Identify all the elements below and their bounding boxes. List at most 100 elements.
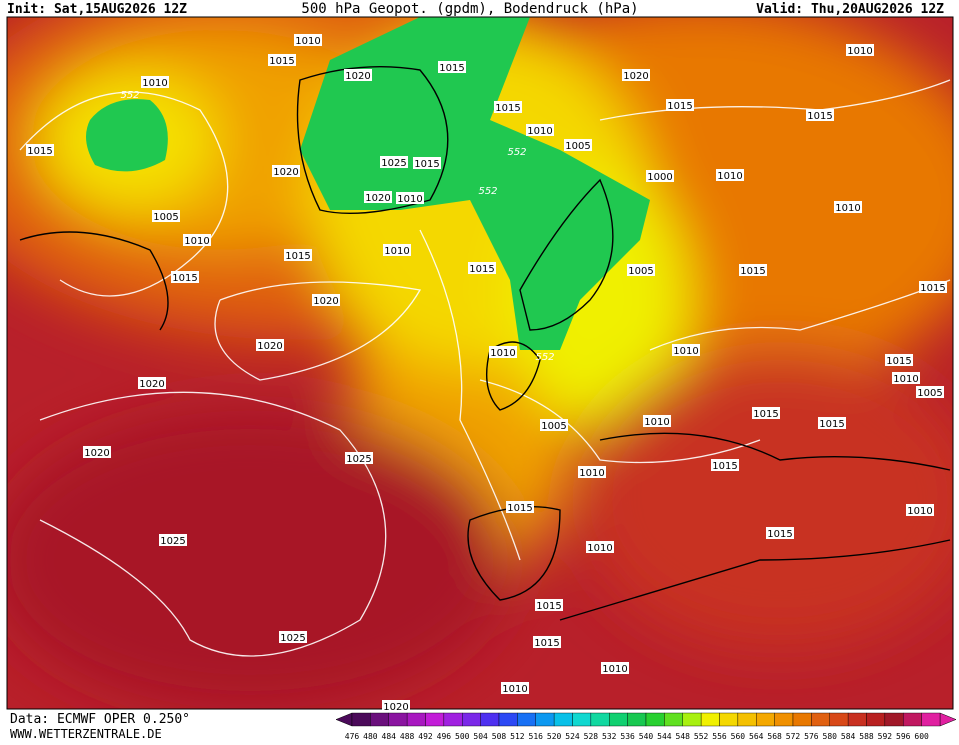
scale-swatch [664, 712, 683, 727]
isobar-label: 1015 [740, 266, 765, 277]
label-box [627, 264, 655, 276]
scale-label: 484 [382, 732, 397, 741]
isobar-label: 1025 [280, 633, 305, 644]
isobar-label: 1010 [579, 468, 604, 479]
scale-swatch [884, 712, 904, 727]
scale-label: 500 [455, 732, 470, 741]
map-title: 500 hPa Geopot. (gpdm), Bodendruck (hPa) [301, 1, 638, 17]
scale-label: 504 [473, 732, 488, 741]
label-box [279, 631, 307, 643]
isobar-label: 1010 [587, 543, 612, 554]
isobar-label: 1010 [907, 506, 932, 517]
label-box [312, 294, 340, 306]
label-box [752, 407, 780, 419]
isobar-label: 1005 [541, 421, 566, 432]
color-scale: 476 480 484 488 492 496 500 504 508 512 516 520 524 5… [335, 712, 957, 741]
scale-label: 544 [657, 732, 672, 741]
scale-swatch [700, 712, 720, 727]
scale-label: 560 [731, 732, 746, 741]
label-box [364, 191, 392, 203]
label-box [846, 44, 874, 56]
geopotential-label: 552 [535, 352, 554, 363]
isobar-label: 1020 [623, 71, 648, 82]
isobar-label: 1005 [565, 141, 590, 152]
label-box [141, 76, 169, 88]
isobar-label: 1010 [295, 36, 320, 47]
isobar-label: 1010 [184, 236, 209, 247]
scale-label: 592 [878, 732, 893, 741]
scale-label: 496 [437, 732, 452, 741]
scale-arrow-left [335, 712, 353, 727]
isobar-label: 1025 [160, 536, 185, 547]
isobar-label: 1010 [490, 348, 515, 359]
scale-label: 588 [859, 732, 874, 741]
isobar-label: 1015 [414, 159, 439, 170]
isobar-label: 1015 [172, 273, 197, 284]
isobar-label: 1015 [469, 264, 494, 275]
isobar-label: 1010 [847, 46, 872, 57]
isobar-label: 1015 [807, 111, 832, 122]
label-box [711, 459, 739, 471]
isobar-label: 1005 [153, 212, 178, 223]
geopotential-label: 552 [478, 186, 497, 197]
scale-label: 576 [804, 732, 819, 741]
label-box [806, 109, 834, 121]
label-box [766, 527, 794, 539]
isobar-label: 1010 [893, 374, 918, 385]
scale-swatch [370, 712, 389, 727]
scale-label: 580 [823, 732, 838, 741]
scale-label: 524 [565, 732, 580, 741]
scale-label: 564 [749, 732, 764, 741]
scale-label: 600 [914, 732, 929, 741]
label-box [413, 157, 441, 169]
scale-swatch [406, 712, 426, 727]
label-box [892, 372, 920, 384]
isobar-label: 1015 [536, 601, 561, 612]
isobar-label: 1015 [753, 409, 778, 420]
isobar-label: 1015 [712, 461, 737, 472]
scale-arrow-right [939, 712, 957, 727]
label-box [494, 101, 522, 113]
isobar-labels: 1010101510105521020101510201010101510151… [26, 34, 947, 713]
label-box [489, 346, 517, 358]
label-box [380, 156, 408, 168]
isobar-label: 1015 [27, 146, 52, 157]
scale-label: 508 [492, 732, 507, 741]
label-box [506, 501, 534, 513]
data-source: Data: ECMWF OPER 0.250° [10, 712, 190, 727]
isobar-label: 1015 [269, 56, 294, 67]
label-box [501, 682, 529, 694]
isobar-label: 1005 [917, 388, 942, 399]
isobar-label: 1015 [667, 101, 692, 112]
scale-label: 532 [602, 732, 617, 741]
label-box [438, 61, 466, 73]
isobar-label: 1020 [345, 71, 370, 82]
scale-label: 480 [363, 732, 378, 741]
isobar-label: 1020 [257, 341, 282, 352]
label-box [586, 541, 614, 553]
isobar-label: 1020 [313, 296, 338, 307]
scale-label: 556 [712, 732, 727, 741]
isobar-label: 1015 [439, 63, 464, 74]
label-box [26, 144, 54, 156]
isobar-label: 1020 [365, 193, 390, 204]
scale-label: 516 [529, 732, 544, 741]
isobar-label: 1020 [84, 448, 109, 459]
label-box [526, 124, 554, 136]
isobar-label: 1010 [602, 664, 627, 675]
label-box [919, 281, 947, 293]
valid-time: Valid: Thu,20AUG2026 12Z [756, 2, 944, 17]
scale-swatch [480, 712, 500, 727]
scale-swatch [498, 712, 518, 727]
isobar-label: 1010 [397, 194, 422, 205]
isobar-label: 1010 [142, 78, 167, 89]
label-box [643, 415, 671, 427]
scale-swatch [847, 712, 867, 727]
isobar-label: 1020 [139, 379, 164, 390]
scale-swatch [866, 712, 886, 727]
isobar-label: 1010 [527, 126, 552, 137]
scale-swatch [719, 712, 739, 727]
scale-label: 512 [510, 732, 525, 741]
scale-swatch [517, 712, 536, 727]
